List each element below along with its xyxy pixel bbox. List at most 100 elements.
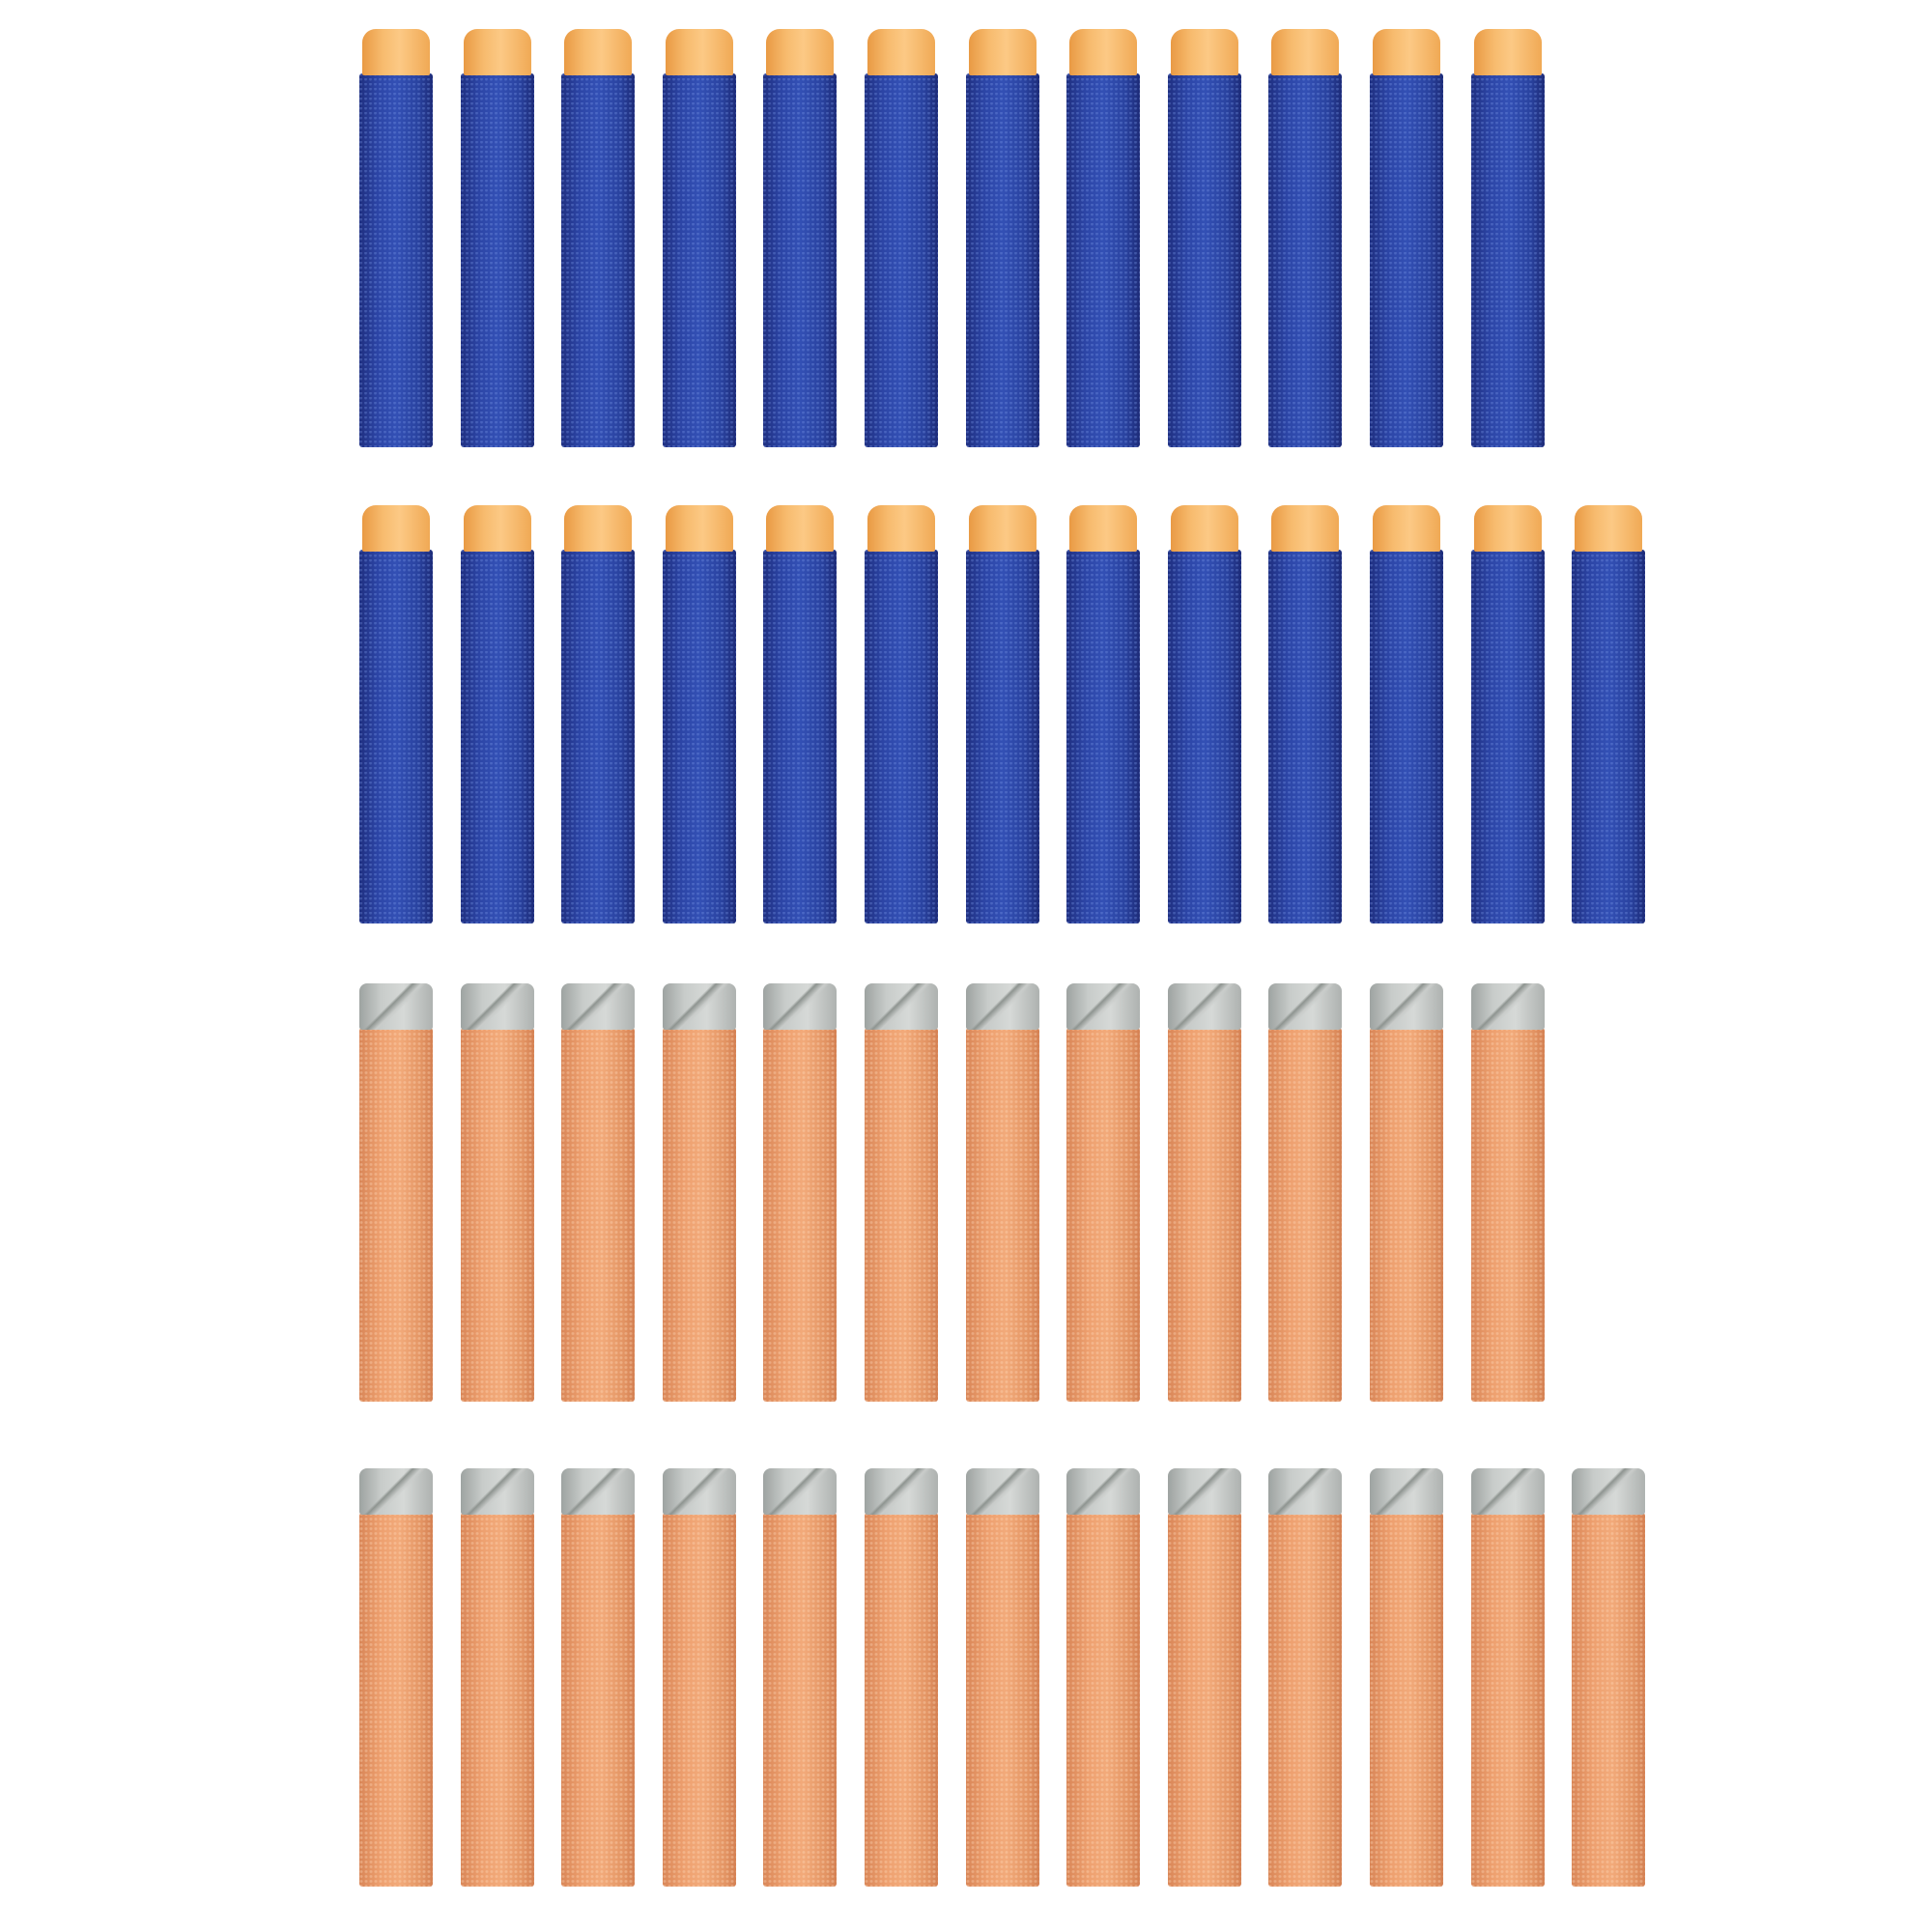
dart-tip — [362, 29, 430, 75]
blue-dart — [965, 29, 1039, 447]
blue-dart — [865, 505, 938, 923]
dart-cap — [460, 983, 534, 1030]
dart-foam-body — [763, 1028, 838, 1402]
blue-dart — [1066, 29, 1141, 447]
blue-dart — [1572, 505, 1646, 923]
orange-dart — [561, 983, 636, 1402]
blue-dart — [460, 29, 534, 447]
orange-dart — [763, 1468, 838, 1887]
dart-foam-body — [1470, 1028, 1545, 1402]
dart-foam-body — [1470, 550, 1545, 923]
orange-dart — [359, 1468, 433, 1887]
blue-dart — [1370, 29, 1443, 447]
orange-dart — [1370, 1468, 1443, 1887]
dart-cap — [1370, 983, 1443, 1030]
orange-dart — [763, 983, 838, 1402]
dart-cap — [359, 1468, 433, 1515]
dart-cap — [1167, 1468, 1241, 1515]
blue-dart — [561, 29, 636, 447]
orange-dart — [1470, 1468, 1545, 1887]
dart-cap — [1268, 983, 1343, 1030]
blue-dart — [662, 29, 736, 447]
orange-dart — [965, 983, 1039, 1402]
dart-foam-body — [1370, 550, 1443, 923]
orange-dart — [1470, 983, 1545, 1402]
dart-foam-body — [662, 73, 736, 447]
dart-tip — [968, 29, 1037, 75]
dart-foam-body — [460, 550, 534, 923]
blue-dart — [1470, 505, 1545, 923]
dart-tip — [463, 505, 531, 552]
dart-foam-body — [865, 1513, 938, 1887]
dart-foam-body — [1268, 550, 1343, 923]
blue-dart — [359, 29, 433, 447]
dart-foam-body — [965, 73, 1039, 447]
dart-tip — [362, 505, 430, 552]
dart-foam-body — [1268, 1028, 1343, 1402]
blue-dart — [1370, 505, 1443, 923]
dart-foam-body — [359, 550, 433, 923]
orange-dart — [1572, 1468, 1646, 1887]
orange-dart — [1066, 983, 1141, 1402]
dart-foam-body — [1470, 1513, 1545, 1887]
orange-dart — [460, 1468, 534, 1887]
dart-cap — [865, 983, 938, 1030]
dart-foam-body — [763, 550, 838, 923]
dart-foam-body — [561, 1513, 636, 1887]
dart-foam-body — [1470, 73, 1545, 447]
dart-tip — [1069, 505, 1138, 552]
blue-dart — [1167, 505, 1241, 923]
dart-cap — [1066, 1468, 1141, 1515]
dart-cap — [1268, 1468, 1343, 1515]
dart-foam-body — [865, 1028, 938, 1402]
blue-dart — [662, 505, 736, 923]
blue-dart — [1268, 505, 1343, 923]
dart-cap — [965, 983, 1039, 1030]
dart-foam-body — [763, 73, 838, 447]
dart-tip — [463, 29, 531, 75]
dart-cap — [1066, 983, 1141, 1030]
orange-dart — [662, 1468, 736, 1887]
dart-foam-body — [561, 550, 636, 923]
blue-dart — [359, 505, 433, 923]
dart-cap — [1370, 1468, 1443, 1515]
orange-dart — [460, 983, 534, 1402]
dart-tip — [1575, 505, 1643, 552]
blue-dart — [1470, 29, 1545, 447]
dart-foam-body — [1066, 1028, 1141, 1402]
orange-dart — [662, 983, 736, 1402]
dart-tip — [1473, 505, 1542, 552]
dart-foam-body — [1167, 550, 1241, 923]
dart-foam-body — [662, 1513, 736, 1887]
dart-foam-body — [1572, 1513, 1646, 1887]
orange-dart — [1167, 983, 1241, 1402]
dart-tip — [766, 29, 835, 75]
dart-cap — [1470, 983, 1545, 1030]
orange-dart — [561, 1468, 636, 1887]
orange-dart — [1167, 1468, 1241, 1887]
dart-foam-body — [359, 73, 433, 447]
dart-foam-body — [1066, 73, 1141, 447]
dart-foam-body — [1370, 1028, 1443, 1402]
dart-cap — [965, 1468, 1039, 1515]
blue-dart — [865, 29, 938, 447]
dart-tip — [665, 29, 733, 75]
dart-cap — [763, 983, 838, 1030]
dart-foam-body — [1370, 73, 1443, 447]
dart-foam-body — [1066, 550, 1141, 923]
dart-foam-body — [662, 1028, 736, 1402]
dart-foam-body — [1167, 1513, 1241, 1887]
dart-foam-body — [460, 1513, 534, 1887]
dart-cap — [359, 983, 433, 1030]
orange-dart — [865, 1468, 938, 1887]
orange-dart — [359, 983, 433, 1402]
dart-cap — [460, 1468, 534, 1515]
dart-cap — [662, 1468, 736, 1515]
blue-dart — [1066, 505, 1141, 923]
dart-tip — [1271, 29, 1340, 75]
dart-tip — [1271, 505, 1340, 552]
orange-dart — [1268, 1468, 1343, 1887]
dart-foam-body — [1268, 73, 1343, 447]
blue-dart — [1268, 29, 1343, 447]
dart-cap — [865, 1468, 938, 1515]
